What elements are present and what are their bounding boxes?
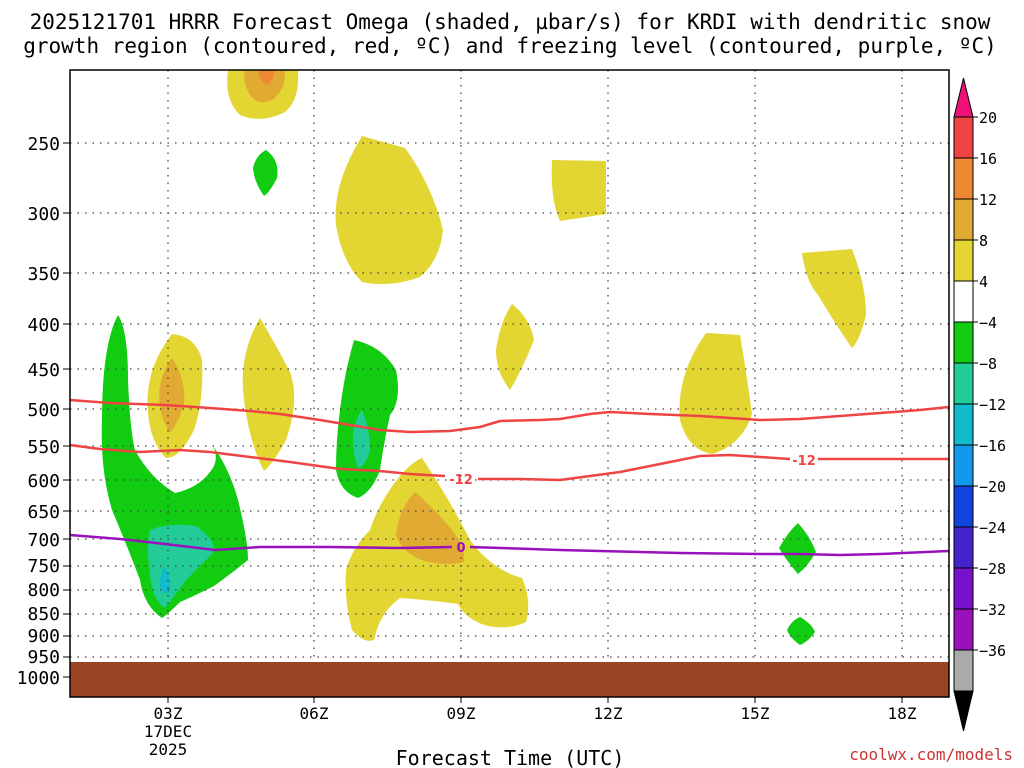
credit-label: coolwx.com/models: [849, 745, 1013, 764]
colorbar-label: −12: [979, 396, 1006, 414]
y-tick-label: 550: [27, 437, 60, 458]
y-tick-label: 450: [27, 360, 60, 381]
omega-region-positive: [159, 358, 185, 432]
colorbar-label: −24: [979, 519, 1006, 537]
colorbar-swatch: [953, 485, 974, 528]
y-tick-label: 400: [27, 315, 60, 336]
x-axis: 03Z 06Z 09Z 12Z 15Z 18Z 17DEC 2025: [144, 697, 917, 759]
colorbar-swatch: [953, 567, 974, 610]
omega-region-positive: [335, 136, 443, 285]
y-tick-label: 900: [27, 626, 60, 647]
x-tick-label: 18Z: [888, 704, 917, 723]
omega-region-positive: [258, 70, 275, 85]
y-tick-label: 650: [27, 502, 60, 523]
colorbar-swatch: [953, 321, 974, 364]
chart-title-line2: growth region (contoured, red, ºC) and f…: [23, 34, 997, 58]
omega-region-positive: [679, 333, 752, 454]
y-tick-label: 1000: [17, 668, 60, 689]
colorbar-swatch: [953, 198, 974, 241]
colorbar-swatch: [953, 649, 974, 692]
colorbar-bottom-arrow: [953, 690, 974, 732]
colorbar-label: 8: [979, 232, 988, 250]
x-tick-label: 06Z: [300, 704, 329, 723]
x-tick-label: 09Z: [447, 704, 476, 723]
omega-region-positive: [244, 70, 286, 103]
colorbar-label: −36: [979, 642, 1006, 660]
omega-region-negative: [779, 523, 816, 574]
y-tick-label: 250: [27, 134, 60, 155]
colorbar-label: −28: [979, 560, 1006, 578]
contour-label-dgz-lower: -12: [449, 473, 473, 488]
omega-region-positive: [551, 160, 606, 221]
y-tick-label: 750: [27, 556, 60, 577]
colorbar-swatch: [953, 280, 974, 323]
contour-label-freezing-level: 0: [456, 541, 465, 556]
colorbar-swatch: [953, 608, 974, 651]
x-axis-title: Forecast Time (UTC): [396, 746, 625, 768]
colorbar-label: −32: [979, 601, 1006, 619]
y-axis: 250 300 350 400 450 500 550 600 650 700 …: [17, 134, 70, 689]
colorbar: 20 16 12 8 4 −4 −8 −12 −16 −20 −24 −28 −32 −36: [953, 77, 1006, 732]
x-date-label: 17DEC: [144, 722, 192, 741]
omega-region-negative: [336, 340, 398, 498]
y-tick-label: 350: [27, 264, 60, 285]
colorbar-swatch: [953, 526, 974, 569]
omega-region-positive: [242, 318, 295, 471]
colorbar-label: −4: [979, 314, 997, 332]
x-tick-label: 15Z: [741, 704, 770, 723]
plot-area: -12 -12 0: [69, 69, 950, 698]
colorbar-swatch: [953, 403, 974, 446]
omega-region-negative: [253, 150, 278, 196]
colorbar-swatch: [953, 116, 974, 159]
colorbar-label: 12: [979, 191, 997, 209]
y-tick-label: 700: [27, 530, 60, 551]
contour-label-dgz-lower: -12: [792, 454, 816, 469]
omega-region-positive: [802, 249, 866, 348]
y-tick-label: 600: [27, 471, 60, 492]
colorbar-swatch: [953, 239, 974, 282]
y-tick-label: 500: [27, 400, 60, 421]
x-tick-label: 03Z: [154, 704, 183, 723]
colorbar-swatch: [953, 444, 974, 487]
contour-dgz-upper: [69, 398, 950, 434]
colorbar-swatch: [953, 362, 974, 405]
y-tick-label: 800: [27, 580, 60, 601]
y-tick-label: 850: [27, 604, 60, 625]
omega-region-negative: [352, 410, 370, 468]
colorbar-label: 4: [979, 273, 988, 291]
colorbar-label: 16: [979, 150, 997, 168]
colorbar-label: −16: [979, 437, 1006, 455]
colorbar-label: −20: [979, 478, 1006, 496]
colorbar-label: 20: [979, 109, 997, 127]
chart-title-line1: 2025121701 HRRR Forecast Omega (shaded, …: [30, 10, 991, 34]
omega-region-negative: [787, 617, 815, 645]
contour-dgz-lower: [69, 443, 949, 482]
x-year-label: 2025: [149, 740, 188, 759]
x-tick-label: 12Z: [594, 704, 623, 723]
colorbar-swatch: [953, 157, 974, 200]
omega-shading: [101, 70, 866, 645]
plot-frame: [69, 69, 950, 698]
colorbar-label: −8: [979, 355, 997, 373]
y-tick-label: 300: [27, 204, 60, 225]
contour-freezing-level: [69, 533, 950, 557]
colorbar-top-arrow: [953, 77, 974, 118]
ground-surface: [70, 662, 949, 697]
y-tick-label: 950: [27, 647, 60, 668]
